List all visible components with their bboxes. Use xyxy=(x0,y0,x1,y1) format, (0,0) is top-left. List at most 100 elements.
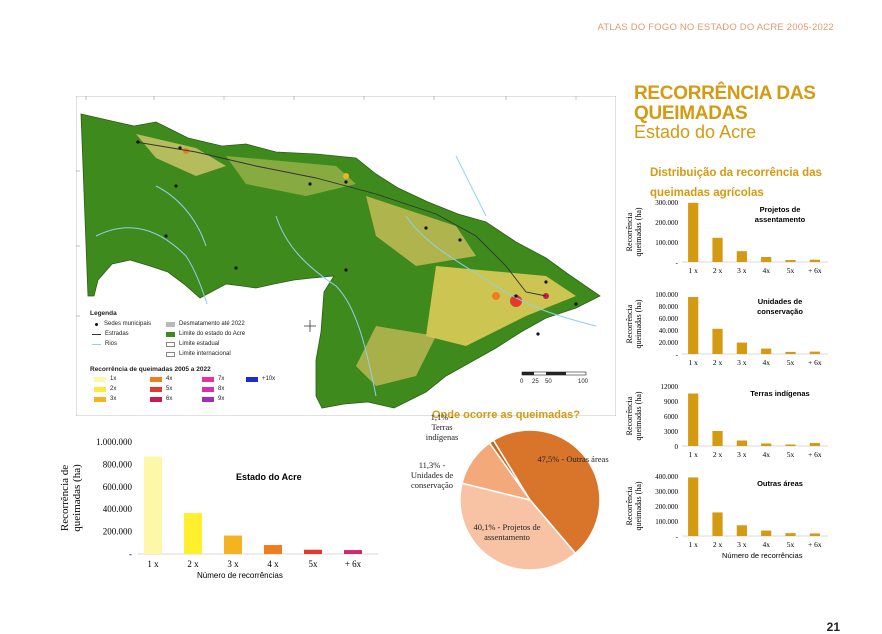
y-tick-label: 20.000 xyxy=(659,339,679,347)
line-icon xyxy=(92,333,101,335)
acre-map-svg xyxy=(75,95,617,417)
y-axis-label: Recorrênciaqueimadas (ha) xyxy=(625,391,643,440)
x-tick-label: 1 x xyxy=(689,450,699,459)
legend-item-acre-limit: Limite do estado do Acre xyxy=(166,331,245,337)
legend-class-label: 3x xyxy=(110,396,117,402)
bar-4x xyxy=(761,257,772,262)
y-tick-label: - xyxy=(129,549,132,559)
x-tick-label: 3 x xyxy=(737,450,747,459)
y-tick-label: 600.000 xyxy=(103,482,133,492)
legend-title: Legenda xyxy=(90,310,117,317)
legend-class-1x: 1x xyxy=(94,376,116,382)
chart-title: Projetos de assentamento xyxy=(755,205,806,224)
legend-class-label: 7x xyxy=(218,376,225,382)
bar-3-x xyxy=(736,342,747,354)
scale-bar: 0 25 50 100 xyxy=(520,370,590,392)
legend-class-5x: 5x xyxy=(150,386,172,392)
scale-label-0: 0 xyxy=(520,379,524,385)
y-tick-label: 300.000 xyxy=(655,199,678,207)
x-tick-label: 5x xyxy=(787,358,795,367)
settlements-bar-chart-svg: Recorrênciaqueimadas (ha) - 100.000 200.000… xyxy=(625,199,828,275)
conservation-bar-chart-svg: Recorrênciaqueimadas (ha) - 20.000 40.000 60… xyxy=(625,291,828,367)
bar-5x xyxy=(304,549,322,554)
pie-chart-title: Onde ocorre as queimadas? xyxy=(432,409,580,421)
scale-label-25: 25 xyxy=(532,379,539,385)
x-tick-label: 1 x xyxy=(147,559,159,569)
x-tick-label: 4x xyxy=(762,358,770,367)
pie-label-settlements: 40,1% - Projetos de assentamento xyxy=(473,522,541,542)
page-number: 21 xyxy=(826,620,840,634)
legend-class-label: 6x xyxy=(166,396,173,402)
y-tick-label: 40.000 xyxy=(659,327,679,335)
y-axis-label: Recorrência dequeimadas (ha) xyxy=(60,464,83,532)
map-legend: Legenda Sedes municipais Estradas Rios D… xyxy=(86,304,300,410)
swatch-icon xyxy=(94,386,106,392)
y-tick-label: 100.000 xyxy=(655,291,678,299)
swatch-icon xyxy=(150,376,162,382)
y-axis-label: Recorrênciaqueimadas (ha) xyxy=(625,299,643,348)
y-tick-label: 6000 xyxy=(664,413,679,421)
y-tick-label: - xyxy=(676,259,679,267)
legend-class-label: 8x xyxy=(218,386,225,392)
y-axis-label: Recorrênciaqueimadas (ha) xyxy=(625,207,643,256)
y-tick-label: - xyxy=(676,533,679,541)
swatch-icon xyxy=(202,376,214,382)
legend-class-9x: 9x xyxy=(202,396,224,402)
legend-item-municipal-seats: Sedes municipais xyxy=(92,321,151,327)
x-tick-label: 3 x xyxy=(737,540,747,549)
legend-class-6x: 6x xyxy=(150,396,172,402)
x-tick-label: + 6x xyxy=(808,266,822,275)
atlas-header: ATLAS DO FOGO NO ESTADO DO ACRE 2005-202… xyxy=(597,22,834,33)
x-tick-label: + 6x xyxy=(808,540,822,549)
x-tick-label: 1 x xyxy=(689,540,699,549)
bar-4x xyxy=(761,530,772,536)
x-tick-label: 2 x xyxy=(713,266,723,275)
indigenous-bar-chart: Recorrênciaqueimadas (ha) 0 3000 6000 9000 12… xyxy=(622,374,842,464)
x-axis-label: Número de recorrências xyxy=(722,551,803,560)
bar-3-x xyxy=(224,535,242,554)
dot-icon xyxy=(95,322,98,326)
legend-class-2x: 2x xyxy=(94,386,116,392)
burn-patches xyxy=(136,134,576,386)
legend-class-label: +10x xyxy=(262,376,276,382)
other-areas-bar-chart-svg: Recorrênciaqueimadas (ha) - 100.000 200.000… xyxy=(625,473,828,560)
bar-5x xyxy=(785,444,796,446)
bar-3-x xyxy=(736,251,747,262)
x-tick-label: 2 x xyxy=(713,540,723,549)
y-tick-label: 1.000.000 xyxy=(96,437,133,447)
x-tick-label: 2 x xyxy=(713,358,723,367)
legend-class-label: 9x xyxy=(218,396,225,402)
y-tick-label: 0 xyxy=(675,443,679,451)
y-tick-label: 100.000 xyxy=(655,239,678,247)
swatch-icon xyxy=(202,396,214,402)
title-line-1: RECORRÊNCIA DAS xyxy=(634,83,816,104)
other-areas-bar-chart: Recorrênciaqueimadas (ha) - 100.000 200.000… xyxy=(622,464,842,564)
page-subtitle-region: Estado do Acre xyxy=(634,122,757,142)
legend-class-label: 5x xyxy=(166,386,173,392)
legend-class-7x: 7x xyxy=(202,376,224,382)
bar-1-x xyxy=(688,202,699,262)
bar-6x xyxy=(809,443,820,446)
pie-slice-projetos-de-assentamento xyxy=(459,482,577,571)
legend-item-state-limit: Limite estadual xyxy=(166,341,219,347)
x-axis-label: Número de recorrências xyxy=(197,571,283,580)
bar-1-x xyxy=(688,477,699,536)
bar-4x xyxy=(761,348,772,354)
rivers xyxy=(95,155,597,397)
legend-class-3x: 3x xyxy=(94,396,116,402)
x-tick-label: 5x xyxy=(787,266,795,275)
bar-2-x xyxy=(712,328,723,354)
y-tick-label: 100.000 xyxy=(655,518,678,526)
scale-label-100: 100 xyxy=(578,379,589,385)
x-tick-label: 3 x xyxy=(227,559,239,569)
y-axis-label: Recorrênciaqueimadas (ha) xyxy=(625,481,643,530)
x-tick-label: + 6x xyxy=(345,559,362,569)
x-tick-label: 2 x xyxy=(713,450,723,459)
municipal-seats xyxy=(136,140,578,336)
bar-6x xyxy=(809,533,820,536)
swatch-icon xyxy=(166,351,175,357)
bar-1-x xyxy=(688,297,699,354)
chart-title: Estado do Acre xyxy=(236,472,302,482)
y-tick-label: 200.000 xyxy=(655,503,678,511)
pie-slice-outras-reas xyxy=(492,429,601,555)
